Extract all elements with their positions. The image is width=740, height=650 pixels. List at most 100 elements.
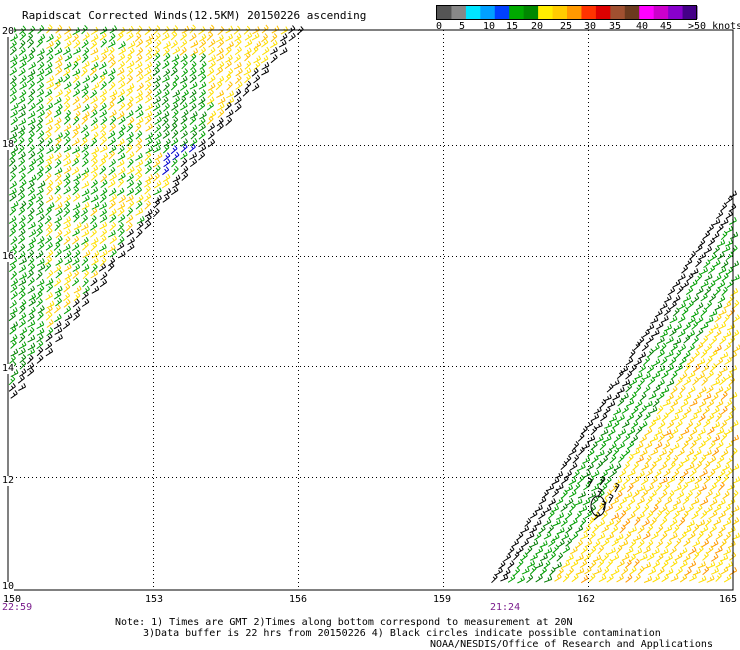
wind-barb <box>637 484 646 493</box>
wind-barb <box>27 367 35 377</box>
wind-barb <box>37 109 45 119</box>
wind-barb <box>261 61 270 70</box>
wind-barb <box>697 519 706 527</box>
wind-barb <box>681 455 690 464</box>
wind-barb <box>224 73 232 83</box>
wind-barb <box>207 67 215 77</box>
wind-barb <box>90 194 99 203</box>
wind-barb <box>715 210 724 219</box>
wind-barb <box>9 354 16 364</box>
wind-barb <box>635 441 644 450</box>
wind-barb <box>690 454 698 464</box>
wind-barb <box>81 158 89 167</box>
wind-barb <box>189 32 197 42</box>
wind-speed-colorbar <box>436 5 698 20</box>
wind-barb <box>180 31 187 41</box>
wind-barb <box>628 511 636 520</box>
wind-barb <box>72 74 80 84</box>
wind-barb <box>704 273 713 282</box>
wind-barb <box>695 258 702 268</box>
wind-barb <box>595 435 604 444</box>
wind-barb <box>54 215 63 224</box>
wind-barb <box>73 222 82 230</box>
wind-barb <box>692 523 700 533</box>
wind-barb <box>677 273 686 282</box>
wind-barb <box>170 31 178 41</box>
wind-barb <box>81 214 88 224</box>
wind-barb <box>126 173 134 182</box>
wind-barb <box>262 46 270 56</box>
wind-barb <box>605 448 613 458</box>
wind-barb <box>507 574 516 583</box>
wind-barb <box>589 560 597 569</box>
wind-barb <box>107 262 115 272</box>
wind-barb <box>637 470 645 479</box>
wind-barb <box>190 124 198 133</box>
wind-barb <box>700 307 708 317</box>
wind-barb <box>658 449 667 457</box>
wind-barb <box>564 455 572 465</box>
wind-barb <box>591 455 599 464</box>
wind-barb <box>18 110 26 119</box>
wind-barb <box>27 319 36 328</box>
wind-barb <box>136 47 144 56</box>
wind-barb <box>18 341 27 350</box>
wind-barb <box>615 503 623 513</box>
wind-barb <box>116 67 125 76</box>
contamination-circle <box>590 495 606 517</box>
wind-barb <box>162 47 170 56</box>
wind-barb <box>633 503 641 513</box>
wind-barb <box>713 344 722 353</box>
wind-barb <box>663 429 672 437</box>
wind-barb <box>144 220 152 230</box>
wind-barb <box>10 164 18 174</box>
wind-barb <box>608 493 614 504</box>
wind-barb <box>171 60 179 70</box>
wind-barb <box>261 67 270 76</box>
wind-barb <box>568 477 577 486</box>
wind-barb <box>650 531 659 540</box>
wind-barb <box>109 172 117 182</box>
wind-barb <box>639 448 648 457</box>
wind-barb <box>72 228 80 237</box>
wind-barb <box>251 67 259 77</box>
wind-barb <box>109 122 116 132</box>
wind-barb <box>64 257 73 266</box>
wind-barb <box>36 54 45 63</box>
wind-barb <box>36 96 44 106</box>
wind-barb <box>624 559 632 569</box>
wind-barb <box>618 483 626 493</box>
wind-barb <box>125 214 134 224</box>
wind-barb <box>671 454 679 465</box>
wind-barb <box>560 518 568 527</box>
wind-barb <box>713 462 722 471</box>
wind-barb <box>46 81 55 90</box>
wind-barb <box>36 75 45 84</box>
wind-barb <box>46 24 53 34</box>
wind-barb <box>674 537 682 548</box>
wind-barb <box>162 173 171 183</box>
wind-barb <box>72 88 81 98</box>
wind-barb <box>17 192 25 202</box>
wind-barb <box>631 476 640 485</box>
wind-barb <box>63 115 71 125</box>
wind-barb <box>516 531 524 541</box>
wind-barb <box>180 157 188 167</box>
wind-barb <box>44 131 52 141</box>
wind-barb <box>189 137 198 147</box>
wind-barb <box>579 517 587 527</box>
wind-barb <box>18 383 27 391</box>
wind-barb <box>118 80 126 90</box>
wind-barb <box>718 510 726 519</box>
wind-barb <box>703 393 712 401</box>
wind-barb <box>44 235 52 244</box>
wind-barb <box>727 497 736 506</box>
wind-barb <box>725 266 734 276</box>
wind-barb <box>579 505 588 513</box>
wind-barb <box>63 178 71 188</box>
wind-barb <box>170 67 178 77</box>
wind-barb <box>567 567 574 577</box>
wind-barb <box>693 407 702 415</box>
wind-barb <box>37 241 45 251</box>
wind-barb <box>692 376 699 386</box>
